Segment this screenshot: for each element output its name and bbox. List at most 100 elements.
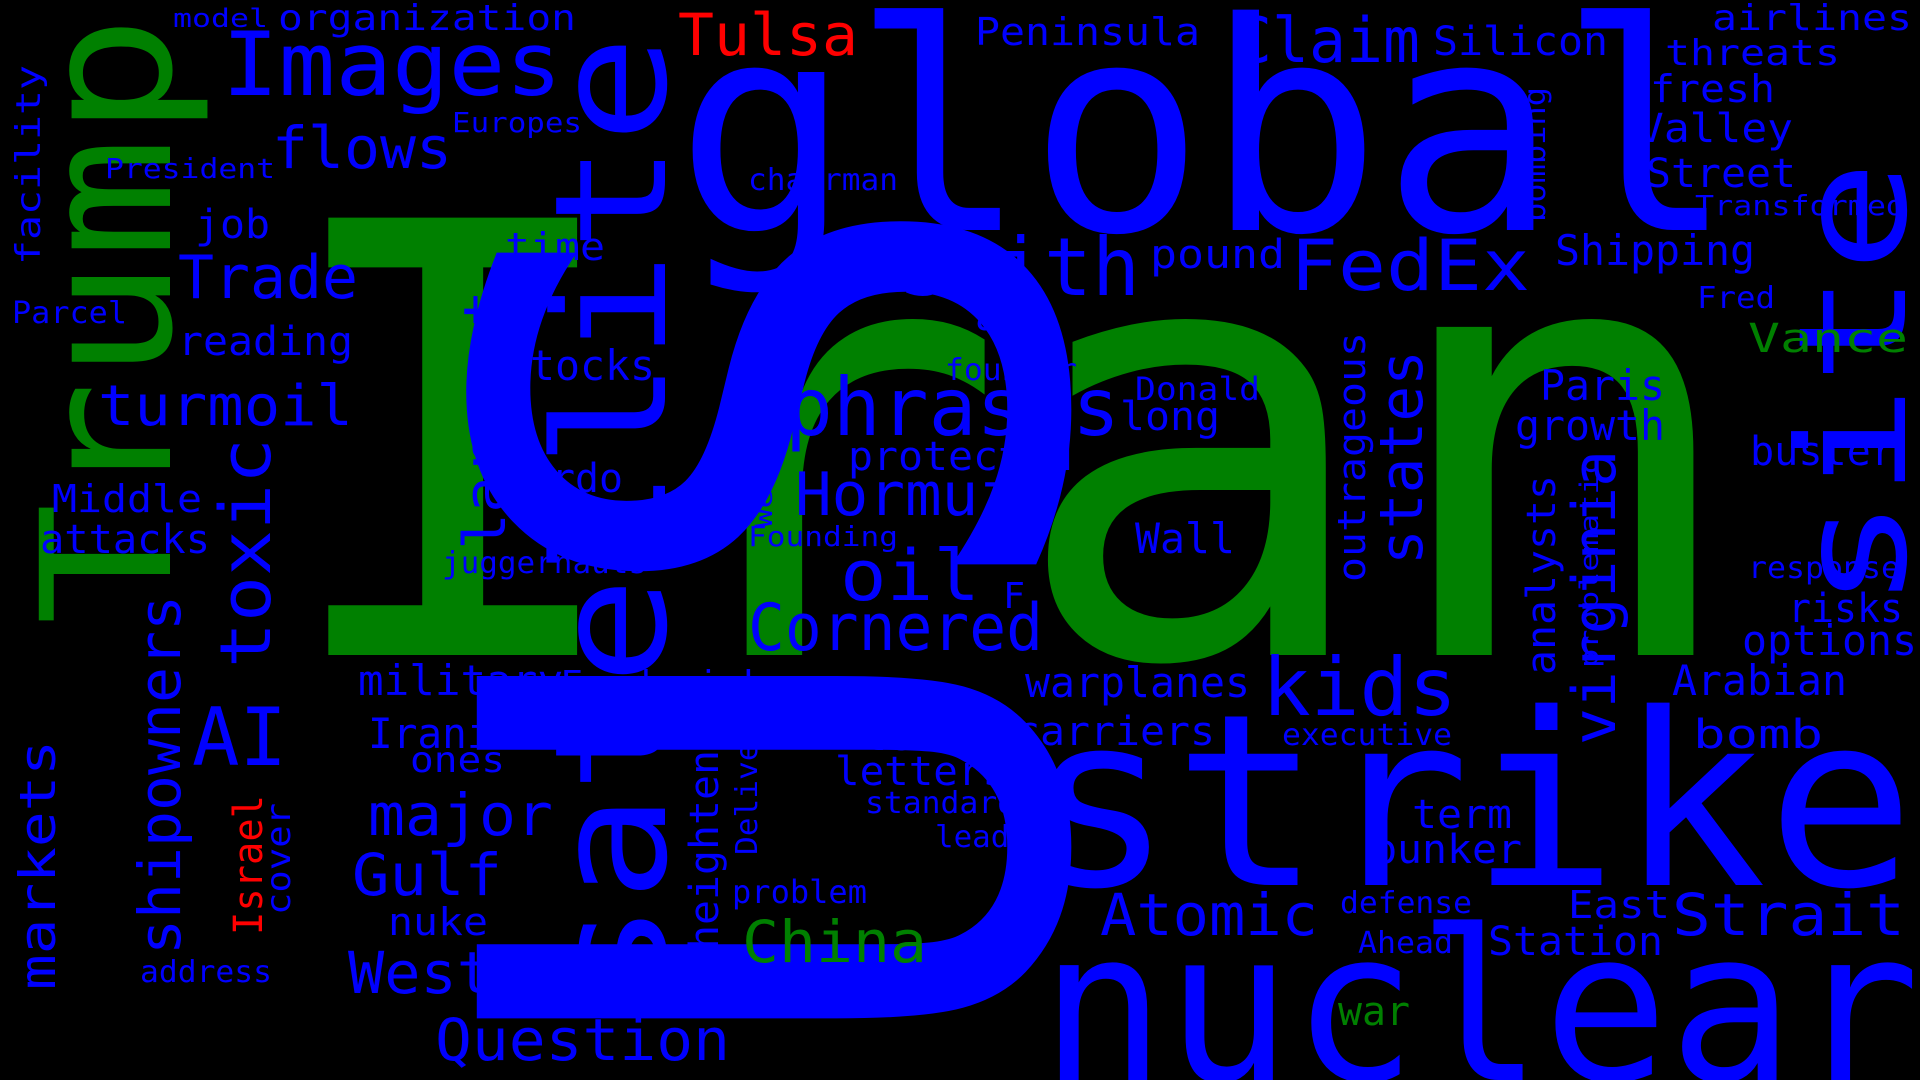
word-us: US: [317, 172, 1249, 1072]
word-west: West: [348, 939, 493, 1007]
word-hormuz: Hormuz: [795, 460, 1015, 530]
word-bomb: bomb: [1693, 712, 1823, 758]
word-cover: cover: [259, 803, 299, 915]
word-bunker: bunker: [1372, 827, 1522, 873]
word-attacks: attacks: [40, 517, 210, 563]
word-question: Question: [435, 1006, 730, 1074]
word-shipping: Shipping: [1555, 226, 1755, 275]
word-president: President: [105, 152, 275, 185]
word-ones: ones: [410, 740, 505, 781]
word-donald: Donald: [1135, 370, 1260, 408]
word-heightened: heightened: [682, 700, 728, 950]
word-outrageous: outrageous: [1330, 332, 1374, 582]
word-markets: markets: [9, 740, 67, 990]
word-week: Week: [750, 449, 778, 528]
word-term: term: [1412, 792, 1512, 838]
word-oil: oil: [840, 535, 980, 617]
word-vance: Vance: [1748, 316, 1908, 362]
word-letters: letters: [835, 749, 1007, 795]
word-israel: Israel: [226, 795, 272, 935]
word-founding: Founding: [748, 520, 898, 553]
word-ahead: Ahead: [1358, 926, 1453, 961]
word-valley: Valley: [1638, 106, 1793, 152]
word-military: military: [358, 656, 563, 705]
word-air: air: [975, 294, 1047, 340]
word-facility: facility: [9, 65, 49, 265]
word-parcel: Parcel: [12, 296, 127, 331]
word-problem: problem: [732, 873, 867, 911]
word-juggernauts: juggernauts: [442, 546, 647, 581]
word-buster: buster: [1750, 429, 1895, 475]
word-china: China: [742, 908, 927, 976]
word-tech: tech: [862, 714, 962, 760]
word-pound: pound: [1150, 232, 1285, 278]
word-stocks: stocks: [505, 341, 655, 390]
word-silicon: Silicon: [1433, 19, 1608, 65]
word-threats: threats: [1665, 33, 1840, 74]
word-gulf: Gulf: [352, 841, 502, 909]
word-frederick: Frederick: [560, 664, 765, 704]
word-address: address: [140, 955, 272, 990]
word-delivery: Delivery: [730, 705, 765, 855]
word-warplanes: warplanes: [1025, 658, 1250, 707]
word-fred: Fred: [1697, 281, 1775, 316]
word-long: long: [1120, 394, 1220, 440]
word-major: major: [368, 781, 553, 849]
word-tulsa: Tulsa: [678, 1, 858, 69]
word-paris: Paris: [1540, 361, 1665, 410]
word-turmoil: turmoil: [98, 374, 353, 439]
word-fresh: fresh: [1650, 67, 1775, 111]
word-site: site: [1767, 160, 1920, 610]
word-atomic: Atomic: [1100, 881, 1318, 949]
word-nuclear: nuclear: [1040, 885, 1920, 1080]
word-chairman: chairman: [748, 163, 898, 198]
word-strike: strike: [1025, 662, 1915, 942]
word-airlines: airlines: [1712, 0, 1912, 39]
word-street: Street: [1646, 151, 1796, 197]
word-trump: Trump: [4, 15, 213, 625]
word-executive: executive: [1282, 718, 1452, 753]
word-smith: Smith: [900, 221, 1140, 314]
word-analysts: analysts: [1519, 475, 1565, 675]
word-job: job: [195, 202, 270, 248]
word-ai: AI: [192, 691, 287, 784]
word-response: response: [1748, 551, 1900, 586]
word-largest: largest: [451, 290, 519, 550]
word-options: options: [1742, 616, 1917, 665]
word-images: Images: [222, 13, 562, 116]
word-time: time: [505, 225, 605, 269]
word-fordo: Fordo: [503, 456, 623, 502]
word-shipowners: shipowners: [126, 595, 194, 955]
word-program: program: [765, 959, 940, 1005]
word-organization: organization: [278, 0, 576, 39]
word-f: F: [1003, 576, 1025, 617]
word-growth: growth: [1515, 401, 1665, 450]
word-standards: standards: [865, 786, 1035, 821]
word-war: war: [1338, 989, 1410, 1035]
word-phrases: phrases: [785, 361, 1120, 454]
word-europes: Europes: [452, 106, 582, 139]
word-middle: Middle: [52, 477, 202, 521]
word-states: states: [1367, 350, 1437, 565]
word-reading: reading: [178, 319, 353, 365]
word-claim: Claim: [1235, 4, 1420, 77]
word-iranian: Iranian: [368, 709, 541, 758]
word-kids: kids: [1262, 641, 1457, 734]
word-fedex: FedEx: [1290, 225, 1530, 307]
word-trade: Trade: [178, 243, 358, 313]
word-wall: Wall: [1135, 514, 1235, 563]
word-toxic: toxic: [205, 438, 287, 668]
word-model: model: [173, 4, 268, 34]
word-flows: flows: [272, 114, 452, 182]
word-defense: defense: [1340, 886, 1472, 921]
word-global: global: [675, 0, 1735, 299]
word-founder: founder: [945, 353, 1077, 388]
word-peninsula: Peninsula: [975, 10, 1200, 54]
word-protected: protected: [848, 434, 1073, 480]
word-satellite: satellite: [521, 35, 702, 1010]
word-carriers: carriers: [1015, 709, 1215, 755]
word-nuke: nuke: [388, 900, 488, 944]
word-problematic: problematic: [1575, 456, 1605, 668]
